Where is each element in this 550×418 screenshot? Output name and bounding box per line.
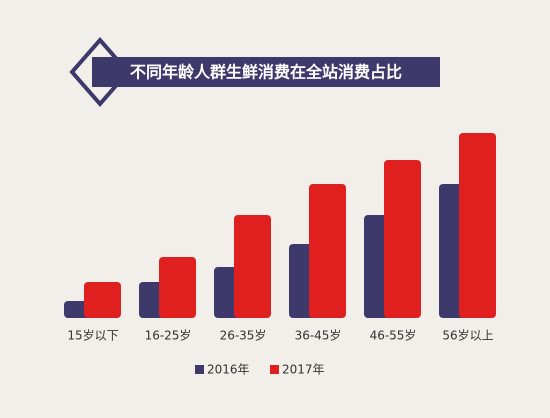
legend-label: 2017年 [282, 363, 325, 377]
bar [234, 215, 271, 318]
bar [84, 282, 121, 318]
x-tick-label: 16-25岁 [145, 328, 192, 343]
legend-swatch [270, 365, 279, 374]
legend-label: 2016年 [207, 363, 250, 377]
bar [139, 282, 165, 318]
bar [289, 244, 315, 318]
chart-title: 不同年龄人群生鲜消费在全站消费占比 [130, 63, 402, 82]
x-tick-label: 56岁以上 [442, 328, 493, 343]
bar [159, 257, 196, 318]
x-tick-label: 46-55岁 [370, 328, 417, 343]
title-banner [92, 57, 440, 87]
bar [64, 301, 90, 318]
bar [439, 184, 465, 318]
bar [384, 160, 421, 318]
x-tick-label: 26-35岁 [220, 328, 267, 343]
bar [214, 267, 240, 318]
x-tick-label: 36-45岁 [295, 328, 342, 343]
legend-swatch [195, 365, 204, 374]
bar [309, 184, 346, 318]
bar [459, 133, 496, 318]
x-tick-label: 15岁以下 [67, 328, 118, 343]
bar [364, 215, 390, 318]
